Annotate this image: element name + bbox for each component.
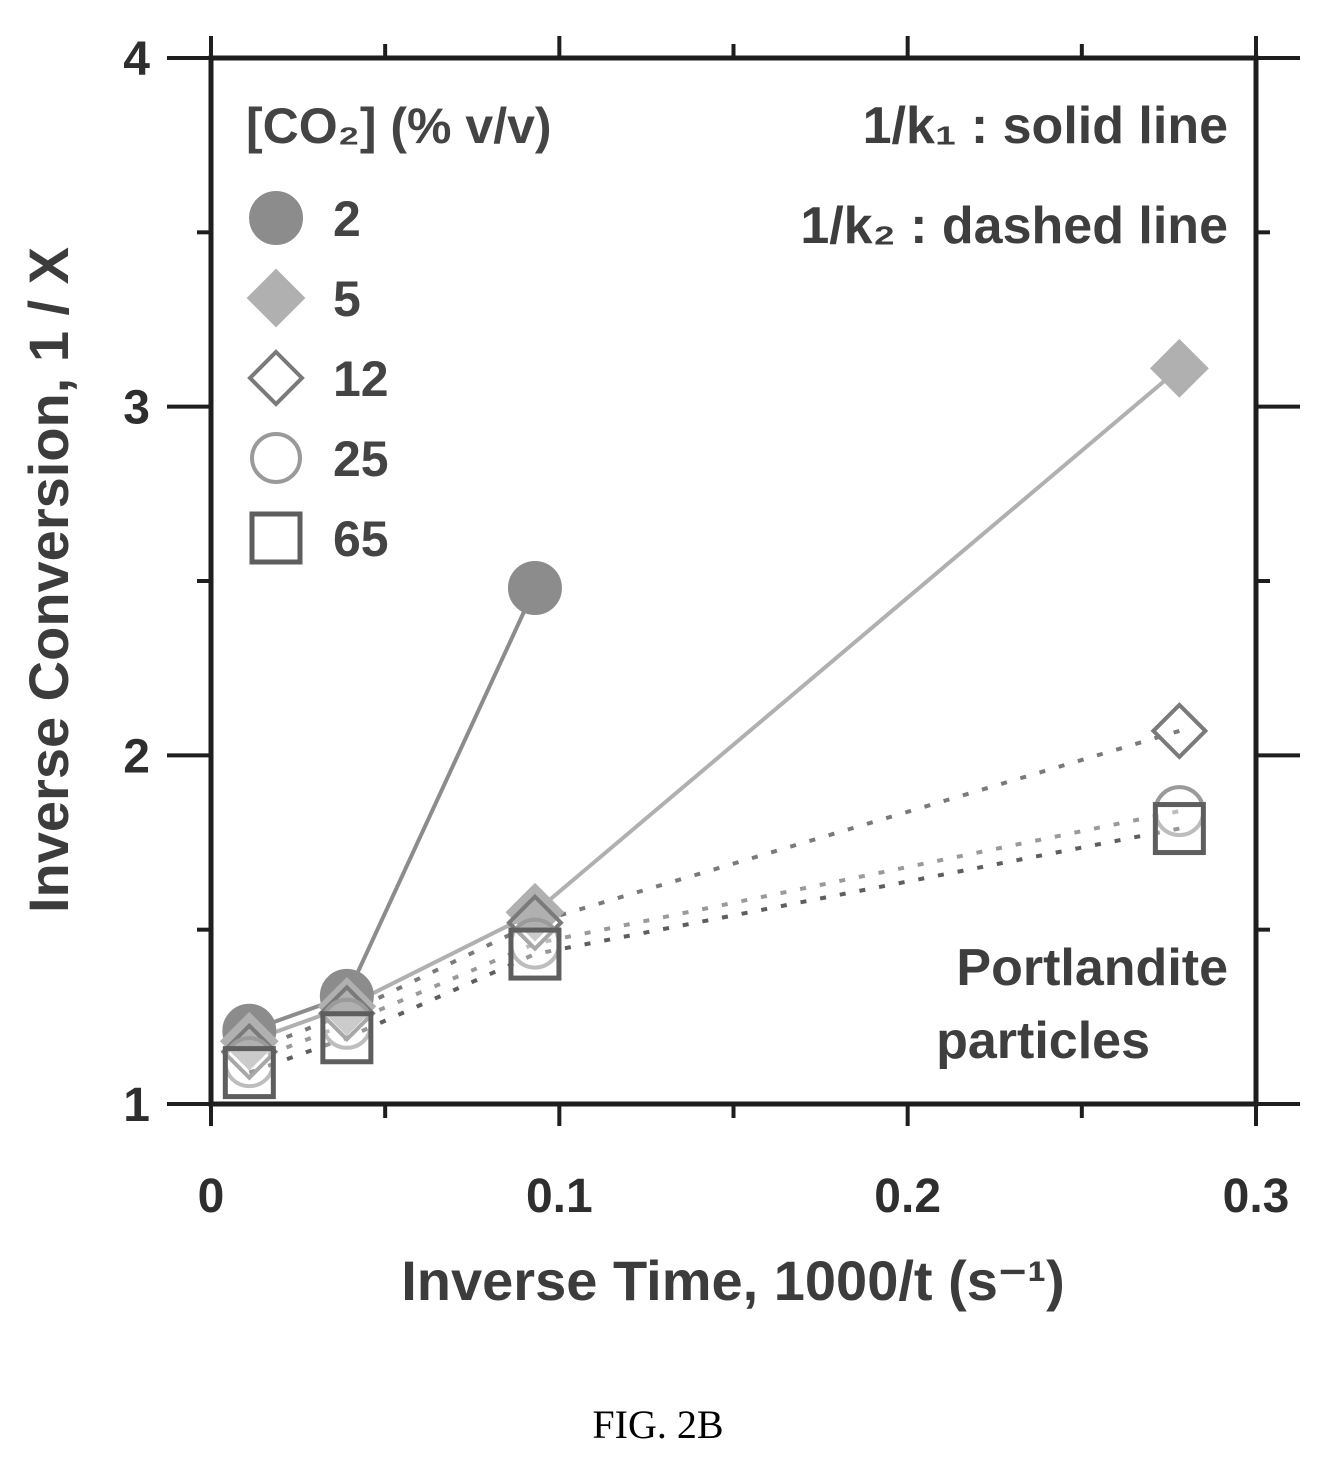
- data-point-12: [506, 893, 564, 952]
- x-axis-label: Inverse Time, 1000/t (s⁻¹): [401, 1249, 1065, 1312]
- legend-marker-25: [250, 432, 302, 484]
- legend-label-65: 65: [333, 511, 389, 567]
- legend-label-5: 5: [333, 271, 361, 327]
- data-point-65: [222, 1046, 276, 1100]
- legend-label-2: 2: [333, 191, 361, 247]
- x-tick-label: 0: [198, 1170, 225, 1223]
- y-tick-label: 3: [123, 382, 150, 435]
- data-point-65: [1152, 802, 1206, 856]
- data-point-5: [1149, 338, 1209, 398]
- x-tick-label: 0.3: [1223, 1170, 1290, 1223]
- data-point-5: [317, 976, 377, 1036]
- series-markers: [219, 338, 1209, 1100]
- data-point-2: [507, 560, 562, 615]
- legend-marker-5: [246, 268, 306, 328]
- legend-marker-2: [249, 191, 303, 245]
- dashed-line-annotation: 1/k₂ : dashed line: [800, 197, 1228, 255]
- y-tick-label: 1: [123, 1079, 150, 1132]
- material-label-line1: Portlandite: [956, 939, 1228, 997]
- legend-marker-65: [249, 511, 303, 565]
- y-axis-label: Inverse Conversion, 1 / X: [17, 247, 80, 913]
- legend-title: [CO₂] (% v/v): [246, 98, 552, 154]
- series-line-5: [248, 366, 1181, 1044]
- data-point-65: [320, 1011, 374, 1065]
- figure-caption: FIG. 2B: [592, 1402, 723, 1447]
- series-line-12: [248, 729, 1180, 1054]
- legend-marker-12: [247, 349, 305, 407]
- data-point-5: [219, 1011, 279, 1071]
- data-point-12: [1150, 702, 1209, 760]
- data-point-65: [508, 927, 562, 981]
- x-tick-label: 0.1: [526, 1170, 593, 1223]
- legend-label-12: 12: [333, 351, 389, 407]
- y-tick-label: 4: [123, 33, 150, 86]
- series-line-2: [248, 587, 537, 1033]
- y-tick-label: 2: [123, 730, 150, 783]
- solid-line-annotation: 1/k₁ : solid line: [863, 97, 1228, 155]
- legend-label-25: 25: [333, 431, 389, 487]
- material-label-line2: particles: [936, 1012, 1150, 1070]
- x-tick-label: 0.2: [874, 1170, 941, 1223]
